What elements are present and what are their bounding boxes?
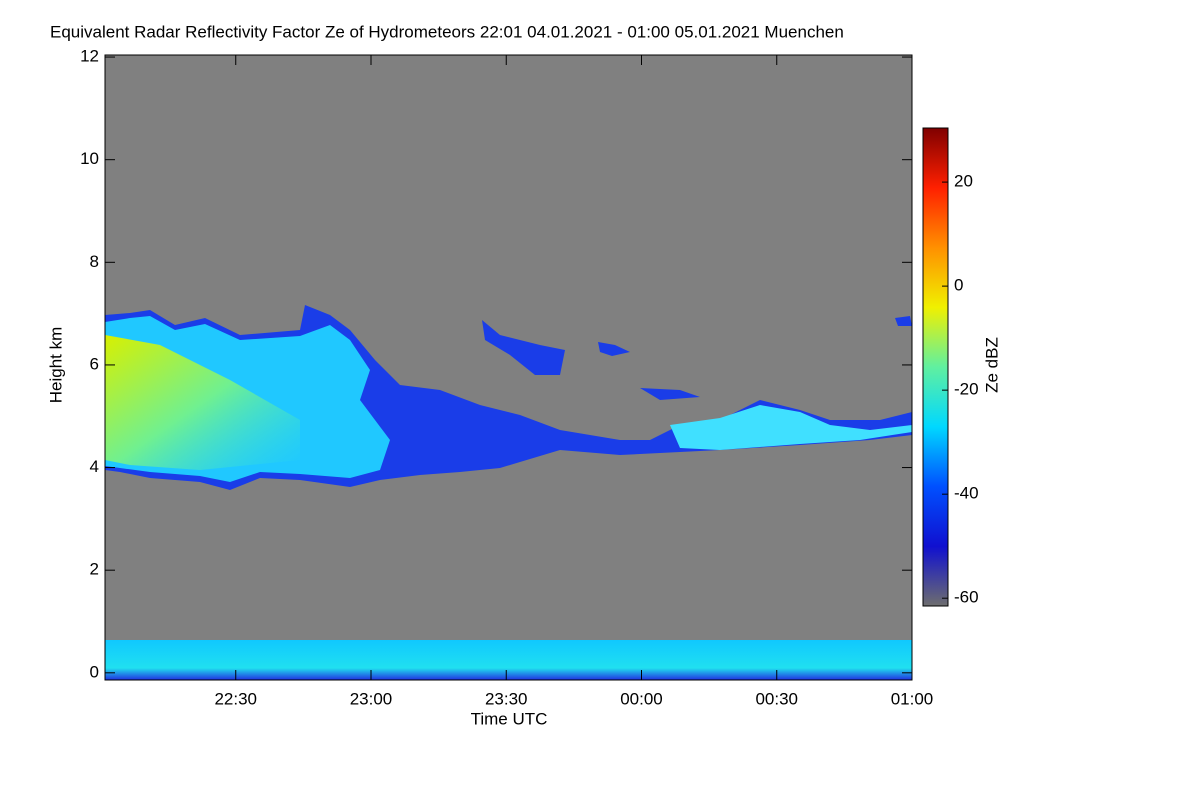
colorbar-tick-label: 20	[954, 172, 973, 191]
colorbar-tick-label: -20	[954, 380, 979, 399]
colorbar-tick-label: -40	[954, 484, 979, 503]
y-tick-label: 10	[80, 149, 99, 168]
y-tick-label: 8	[90, 252, 99, 271]
y-tick-label: 2	[90, 560, 99, 579]
x-tick-label: 01:00	[891, 689, 934, 708]
chart-title: Equivalent Radar Reflectivity Factor Ze …	[50, 22, 844, 41]
colorbar-tick-label: 0	[954, 276, 963, 295]
x-tick-label: 22:30	[214, 689, 257, 708]
colorbar-label: Ze dBZ	[982, 337, 1001, 393]
x-axis-label: Time UTC	[471, 709, 548, 728]
x-tick-label: 23:00	[350, 689, 393, 708]
y-tick-label: 12	[80, 47, 99, 66]
y-axis-label: Height km	[46, 327, 65, 404]
x-tick-label: 00:00	[620, 689, 663, 708]
y-tick-label: 0	[90, 662, 99, 681]
colorbar	[922, 127, 949, 607]
colorbar-tick-label: -60	[954, 588, 979, 607]
plot-frame	[104, 54, 913, 681]
y-tick-label: 6	[90, 354, 99, 373]
reflectivity-field	[105, 305, 912, 680]
x-tick-label: 00:30	[755, 689, 798, 708]
x-tick-label: 23:30	[485, 689, 528, 708]
y-tick-label: 4	[90, 457, 99, 476]
